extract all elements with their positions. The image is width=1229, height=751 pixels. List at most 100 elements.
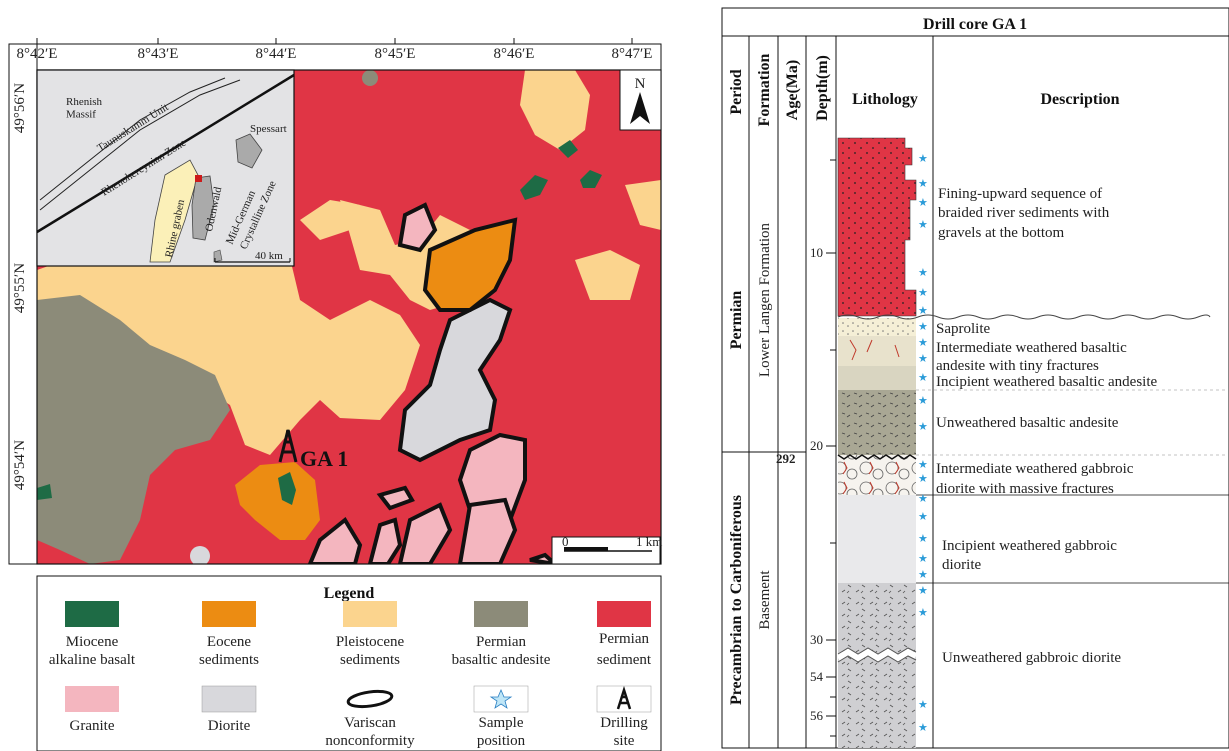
legend-label: site — [614, 733, 635, 749]
thrust-line — [39, 77, 226, 201]
description-text: diorite — [942, 557, 981, 573]
litho-gabbro-unweathered — [838, 583, 916, 748]
thrust-line — [39, 79, 241, 211]
description-text: Unweathered gabbroic diorite — [942, 650, 1121, 666]
litho-intermediate-andesite — [838, 336, 916, 366]
sample-star: ★ — [918, 569, 928, 581]
diorite-body — [397, 297, 513, 463]
lon-tick-label: 8°46′E — [494, 46, 535, 62]
sample-positions: ★ ★ ★ ★ ★ ★ ★ ★ ★ ★ ★ ★ ★ ★ ★ ★ ★ ★ ★ ★ … — [918, 153, 928, 734]
granite-body — [307, 517, 363, 564]
lat-tick-label: 49°56′N — [12, 83, 28, 133]
legend-swatch — [596, 685, 652, 713]
legend-label: Granite — [70, 718, 115, 734]
north-arrow-icon — [630, 92, 650, 124]
granite-body — [376, 485, 415, 511]
sample-star: ★ — [918, 353, 928, 365]
litho-gabbro-fractured — [838, 455, 916, 495]
legend-swatch — [597, 601, 651, 627]
litho-sediment — [837, 137, 917, 317]
legend-label: sediments — [340, 652, 400, 668]
boundary-line — [36, 73, 295, 234]
eocene-body — [422, 217, 518, 312]
lon-tick-label: 8°44′E — [256, 46, 297, 62]
legend-swatch — [343, 686, 397, 712]
granite-body — [457, 497, 518, 564]
depth-tick-label: 20 — [810, 438, 823, 453]
sample-star: ★ — [918, 493, 928, 505]
sample-star: ★ — [918, 287, 928, 299]
description-text: Intermediate weathered basaltic — [936, 340, 1127, 356]
sample-star: ★ — [918, 585, 928, 597]
granite-body — [367, 517, 403, 564]
lat-tick-label: 49°54′N — [12, 440, 28, 490]
header-depth: Depth(m) — [814, 55, 831, 121]
sample-star: ★ — [918, 337, 928, 349]
sample-star: ★ — [918, 699, 928, 711]
description-text: gravels at the bottom — [938, 225, 1065, 241]
sample-star: ★ — [918, 267, 928, 279]
unconformity-line — [837, 454, 917, 460]
description-text: andesite with tiny fractures — [936, 358, 1099, 374]
legend-label: Permian — [599, 631, 649, 647]
sample-star: ★ — [918, 395, 928, 407]
lat-tick-label: 49°55′N — [12, 263, 28, 313]
drill-location-marker — [195, 175, 202, 182]
legend-label: sediment — [597, 652, 652, 668]
litho-gabbro-incipient — [838, 495, 916, 583]
small-outcrop — [213, 249, 223, 263]
miocene-basalt — [558, 140, 578, 158]
miocene-basalt — [37, 484, 52, 500]
miocene-basalt — [278, 472, 296, 505]
sample-star: ★ — [918, 473, 928, 485]
scale-bar: 0 1 km — [551, 534, 662, 565]
inset-map: Rhenish Massif Taunuskamm Unit Rhenohercy… — [36, 69, 295, 267]
legend-label: Sample — [479, 715, 524, 731]
legend-swatch — [65, 686, 119, 712]
age-boundary: 292 — [776, 451, 796, 466]
legend-label: Miocene — [66, 634, 119, 650]
legend-label: Drilling — [600, 715, 648, 731]
diorite-body — [190, 546, 210, 564]
legend-swatch — [473, 685, 529, 713]
description-text: Intermediate weathered gabbroic — [936, 461, 1134, 477]
depth-tick-label: 30 — [810, 632, 823, 647]
legend-label: Permian — [476, 634, 526, 650]
depth-tick-label: 54 — [810, 669, 824, 684]
legend-swatch — [343, 601, 397, 627]
permian-andesite-area — [362, 70, 378, 86]
pleistocene-area — [520, 70, 590, 150]
description-text: Saprolite — [936, 321, 990, 337]
scale-start: 0 — [562, 534, 569, 549]
inset-label-spessart: Spessart — [250, 123, 287, 135]
header-age: Age(Ma) — [784, 60, 801, 120]
legend-label: alkaline basalt — [49, 652, 136, 668]
scale-end: 1 km — [636, 534, 662, 549]
description-text: Unweathered basaltic andesite — [936, 415, 1119, 431]
litho-incipient-andesite — [838, 366, 916, 390]
legend-label: sediments — [199, 652, 259, 668]
permian-andesite-area — [37, 295, 230, 564]
legend-label: Eocene — [207, 634, 251, 650]
litho-saprolite — [838, 318, 916, 336]
depth-axis — [826, 159, 836, 737]
description-text: Incipient weathered gabbroic — [942, 538, 1117, 554]
core-break — [836, 648, 918, 662]
sample-star: ★ — [918, 722, 928, 734]
depth-tick-label: 56 — [810, 708, 824, 723]
sample-star: ★ — [918, 197, 928, 209]
legend-label: Variscan — [344, 715, 396, 731]
pleistocene-area — [575, 250, 640, 300]
legend-title: Legend — [324, 585, 375, 602]
granite-body — [529, 552, 558, 564]
description-text: braided river sediments with — [938, 205, 1110, 221]
header-formation: Formation — [756, 53, 773, 126]
drill-site: GA 1 — [278, 429, 348, 471]
formation-lower-langen: Lower Langen Formation — [757, 222, 773, 377]
spessart-area — [235, 133, 263, 169]
lon-tick-label: 8°47′E — [612, 46, 653, 62]
odenwald-area — [191, 175, 215, 241]
inset-scale-label: 40 km — [255, 250, 283, 262]
header-lithology: Lithology — [852, 91, 918, 108]
